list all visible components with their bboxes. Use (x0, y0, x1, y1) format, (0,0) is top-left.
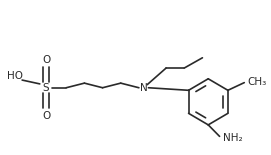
Text: S: S (43, 83, 49, 93)
Text: O: O (42, 55, 50, 65)
Text: O: O (42, 111, 50, 121)
Text: CH₃: CH₃ (247, 77, 267, 87)
Text: N: N (140, 83, 148, 93)
Text: HO: HO (7, 71, 22, 81)
Text: NH₂: NH₂ (222, 133, 242, 143)
